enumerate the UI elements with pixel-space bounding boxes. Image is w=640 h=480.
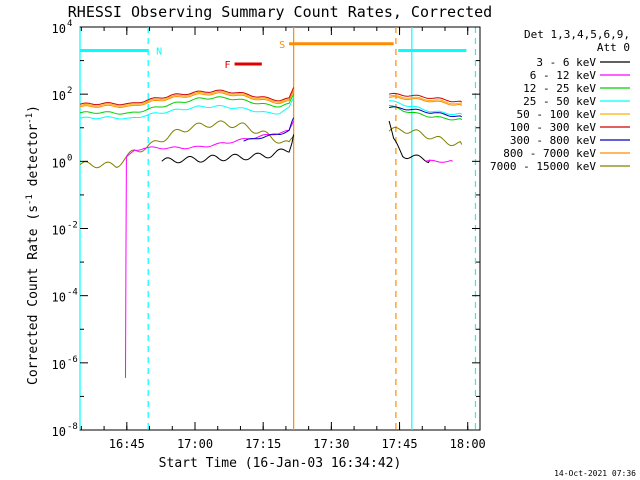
legend-label: 100 - 300 keV	[510, 121, 596, 134]
y-tick-exponent: -8	[67, 422, 78, 432]
y-tick-label: 10	[52, 291, 66, 305]
series-line-7000-15000	[79, 120, 294, 169]
y-tick-label: 10	[52, 22, 66, 36]
timestamp: 14-Oct-2021 07:36	[554, 469, 636, 478]
y-tick-exponent: 2	[67, 86, 72, 96]
series-line-6-12-after	[425, 159, 453, 163]
legend-label: 50 - 100 keV	[517, 108, 597, 121]
y-label-sup2: -1	[25, 113, 35, 124]
chart-title: RHESSI Observing Summary Count Rates, Co…	[68, 3, 492, 21]
series-line-50-100-after	[388, 94, 463, 105]
x-axis-label: Start Time (16-Jan-03 16:34:42)	[159, 456, 402, 471]
series-line-3-6	[161, 134, 295, 164]
series-line-100-300-after	[388, 92, 463, 103]
series-line-12-25	[79, 93, 295, 115]
x-tick-label: 16:45	[109, 437, 145, 451]
legend-header: Att 0	[597, 41, 630, 54]
legend-label: 300 - 800 keV	[510, 134, 596, 147]
legend-label: 7000 - 15000 keV	[490, 160, 596, 173]
y-tick-label: 10	[52, 224, 66, 238]
legend-label: 6 - 12 keV	[530, 69, 597, 82]
series-line-12-25-after	[389, 105, 463, 121]
legend-label: 800 - 7000 keV	[503, 147, 596, 160]
series-line-6-12	[125, 120, 295, 378]
series-line-800-7000	[79, 90, 295, 108]
y-label-sup1: -1	[25, 194, 35, 205]
y-tick-label: 10	[52, 156, 66, 170]
series-line-300-800-after	[389, 106, 463, 118]
legend-label: 12 - 25 keV	[523, 82, 596, 95]
y-tick-label: 10	[52, 425, 66, 439]
series-line-100-300	[79, 87, 295, 106]
series-line-50-100	[79, 89, 295, 107]
series-line-300-800	[243, 117, 295, 142]
marker-label-s: S	[279, 40, 285, 51]
y-tick-exponent: -6	[67, 355, 78, 365]
legend-label: 3 - 6 keV	[536, 56, 596, 69]
y-tick-exponent: -4	[67, 288, 78, 298]
series-line-7000-15000-after	[388, 126, 463, 147]
plot-frame	[79, 26, 481, 431]
marker-label-f: F	[225, 60, 231, 71]
y-label-part3: )	[26, 105, 41, 113]
y-tick-label: 10	[52, 89, 66, 103]
series-line-800-7000-after	[389, 96, 463, 107]
y-tick-exponent: 4	[67, 19, 72, 29]
series-line-25-50-after	[389, 100, 463, 115]
x-tick-label: 17:00	[177, 437, 213, 451]
series-line-3-6-after	[388, 120, 431, 164]
legend-header: Det 1,3,4,5,6,9,	[524, 28, 630, 41]
y-label-part1: Corrected Count Rate (s	[26, 205, 41, 385]
y-tick-exponent: 0	[67, 153, 72, 163]
y-tick-exponent: -2	[67, 221, 78, 231]
x-tick-label: 17:30	[313, 437, 349, 451]
x-tick-label: 17:15	[245, 437, 281, 451]
marker-label-n: N	[156, 47, 162, 58]
x-tick-label: 17:45	[381, 437, 417, 451]
series-line-25-50	[79, 97, 295, 120]
legend-label: 25 - 50 keV	[523, 95, 596, 108]
y-label-part2: detector	[26, 124, 41, 195]
y-axis-label: Corrected Count Rate (s-1 detector-1)	[25, 105, 41, 385]
y-tick-label: 10	[52, 358, 66, 372]
x-tick-label: 18:00	[450, 437, 486, 451]
